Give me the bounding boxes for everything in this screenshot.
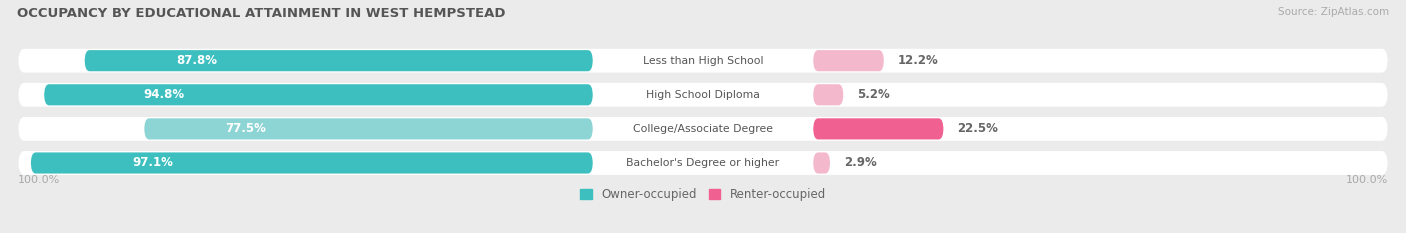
FancyBboxPatch shape: [145, 118, 593, 140]
FancyBboxPatch shape: [813, 118, 943, 140]
Text: High School Diploma: High School Diploma: [647, 90, 759, 100]
Legend: Owner-occupied, Renter-occupied: Owner-occupied, Renter-occupied: [579, 188, 827, 201]
FancyBboxPatch shape: [31, 152, 593, 174]
FancyBboxPatch shape: [84, 50, 593, 71]
FancyBboxPatch shape: [18, 117, 1388, 141]
FancyBboxPatch shape: [18, 151, 1388, 175]
FancyBboxPatch shape: [44, 84, 593, 105]
Text: Source: ZipAtlas.com: Source: ZipAtlas.com: [1278, 7, 1389, 17]
FancyBboxPatch shape: [18, 49, 1388, 73]
Text: 100.0%: 100.0%: [1346, 175, 1388, 185]
Text: 97.1%: 97.1%: [132, 157, 173, 169]
Text: 94.8%: 94.8%: [143, 88, 184, 101]
Text: 100.0%: 100.0%: [18, 175, 60, 185]
Text: 5.2%: 5.2%: [858, 88, 890, 101]
FancyBboxPatch shape: [18, 83, 1388, 107]
Text: OCCUPANCY BY EDUCATIONAL ATTAINMENT IN WEST HEMPSTEAD: OCCUPANCY BY EDUCATIONAL ATTAINMENT IN W…: [17, 7, 505, 20]
FancyBboxPatch shape: [813, 84, 844, 105]
Text: 2.9%: 2.9%: [844, 157, 876, 169]
Text: Bachelor's Degree or higher: Bachelor's Degree or higher: [627, 158, 779, 168]
Text: 22.5%: 22.5%: [957, 122, 998, 135]
FancyBboxPatch shape: [813, 50, 884, 71]
FancyBboxPatch shape: [813, 152, 830, 174]
Text: College/Associate Degree: College/Associate Degree: [633, 124, 773, 134]
Text: 77.5%: 77.5%: [225, 122, 266, 135]
Text: Less than High School: Less than High School: [643, 56, 763, 66]
Text: 87.8%: 87.8%: [176, 54, 217, 67]
Text: 12.2%: 12.2%: [897, 54, 938, 67]
